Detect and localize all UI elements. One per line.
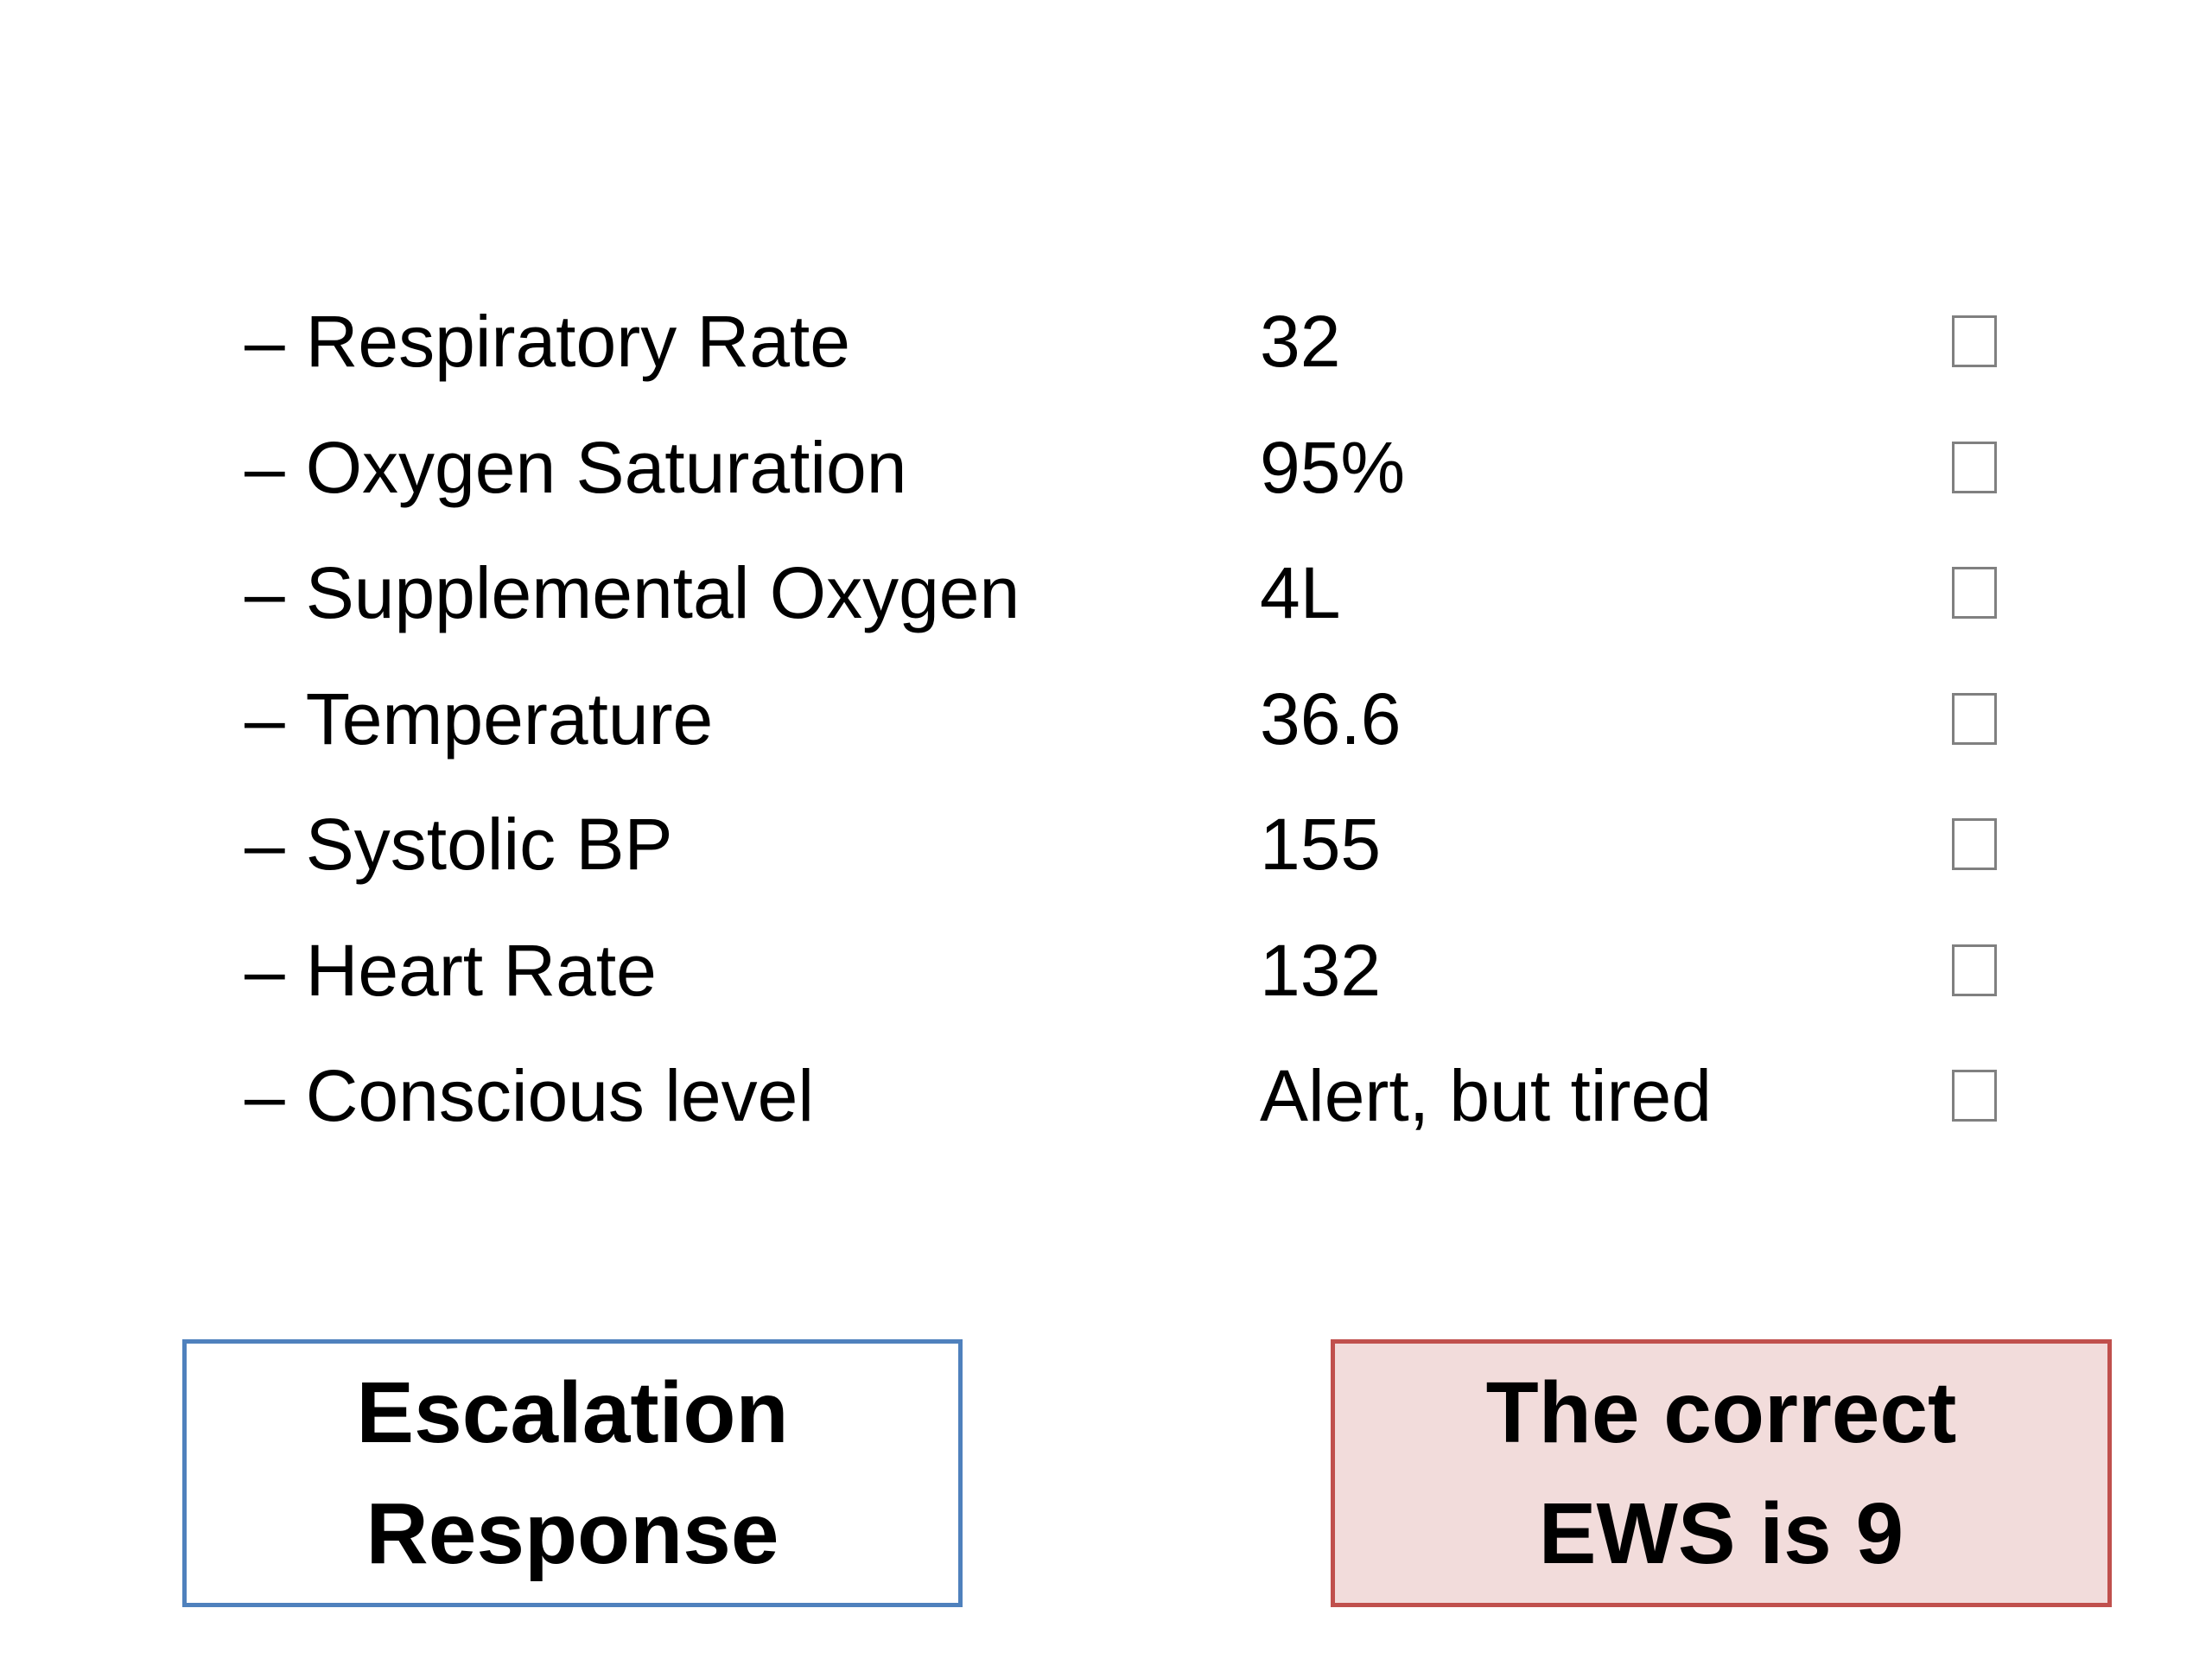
vital-checkbox[interactable] <box>1952 818 1997 870</box>
vital-checkbox[interactable] <box>1952 567 1997 619</box>
vital-label-text: Heart Rate <box>305 929 657 1011</box>
dash-bullet: – <box>245 426 285 508</box>
vital-label: – Temperature <box>245 676 713 762</box>
vital-row-oxygen-saturation: – Oxygen Saturation 95% <box>245 424 2024 550</box>
vital-value: 36.6 <box>1260 677 1402 760</box>
vital-label: – Systolic BP <box>245 801 673 887</box>
dash-bullet: – <box>245 677 285 760</box>
dash-bullet: – <box>245 804 285 885</box>
dash-bullet: – <box>245 929 285 1011</box>
vital-row-systolic-bp: – Systolic BP 155 <box>245 801 2024 927</box>
escalation-line-1: Escalation <box>356 1364 789 1461</box>
vital-value: 4L <box>1260 552 1341 633</box>
vital-label-text: Conscious level <box>305 1055 815 1136</box>
vital-label: – Conscious level <box>245 1052 814 1139</box>
ews-line-1: The correct <box>1485 1364 1957 1461</box>
vital-value: 155 <box>1260 804 1382 885</box>
vital-label: – Respiratory Rate <box>245 298 850 385</box>
vital-checkbox[interactable] <box>1952 944 1997 996</box>
vital-label-text: Respiratory Rate <box>305 301 850 382</box>
dash-bullet: – <box>245 301 285 382</box>
vital-label-text: Temperature <box>305 677 714 760</box>
vital-label: – Heart Rate <box>245 927 657 1014</box>
vital-row-temperature: – Temperature 36.6 <box>245 676 2024 802</box>
vital-value: 32 <box>1260 301 1341 382</box>
escalation-line-2: Response <box>365 1485 779 1582</box>
correct-ews-label: The correct EWS is 9 <box>1486 1352 1957 1594</box>
vital-row-conscious-level: – Conscious level Alert, but tired <box>245 1052 2024 1179</box>
vital-label-text: Oxygen Saturation <box>305 426 907 508</box>
vital-value: 95% <box>1260 426 1406 508</box>
vital-checkbox[interactable] <box>1952 692 1997 745</box>
vital-value: Alert, but tired <box>1260 1055 1712 1136</box>
vital-label-text: Supplemental Oxygen <box>305 552 1020 633</box>
escalation-response-label: Escalation Response <box>356 1352 788 1594</box>
dash-bullet: – <box>245 1055 285 1136</box>
ews-line-2: EWS is 9 <box>1538 1485 1904 1582</box>
vitals-list: – Respiratory Rate 32 – Oxygen Saturation … <box>245 298 2024 1179</box>
vital-label: – Supplemental Oxygen <box>245 550 1020 636</box>
vital-row-heart-rate: – Heart Rate 132 <box>245 927 2024 1053</box>
escalation-response-button[interactable]: Escalation Response <box>182 1339 963 1607</box>
dash-bullet: – <box>245 552 285 633</box>
vital-checkbox[interactable] <box>1952 1070 1997 1122</box>
vital-label-text: Systolic BP <box>305 804 673 885</box>
vital-row-respiratory-rate: – Respiratory Rate 32 <box>245 298 2024 424</box>
vital-value: 132 <box>1260 929 1382 1011</box>
vital-checkbox[interactable] <box>1952 315 1997 367</box>
vital-checkbox[interactable] <box>1952 441 1997 493</box>
vital-row-supplemental-oxygen: – Supplemental Oxygen 4L <box>245 550 2024 676</box>
vital-label: – Oxygen Saturation <box>245 424 906 511</box>
correct-ews-button[interactable]: The correct EWS is 9 <box>1331 1339 2112 1607</box>
